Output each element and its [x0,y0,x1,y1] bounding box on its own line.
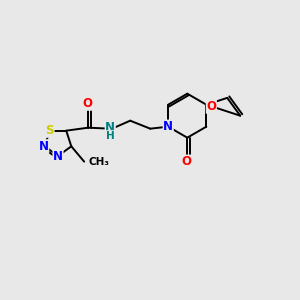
Text: O: O [206,100,216,113]
Text: S: S [46,124,54,137]
Text: CH₃: CH₃ [88,157,109,166]
Text: N: N [53,151,63,164]
Text: N: N [105,121,115,134]
Text: H: H [106,131,115,141]
Text: N: N [163,120,173,133]
Text: O: O [181,155,191,168]
Text: O: O [82,97,92,110]
Text: N: N [39,140,49,153]
